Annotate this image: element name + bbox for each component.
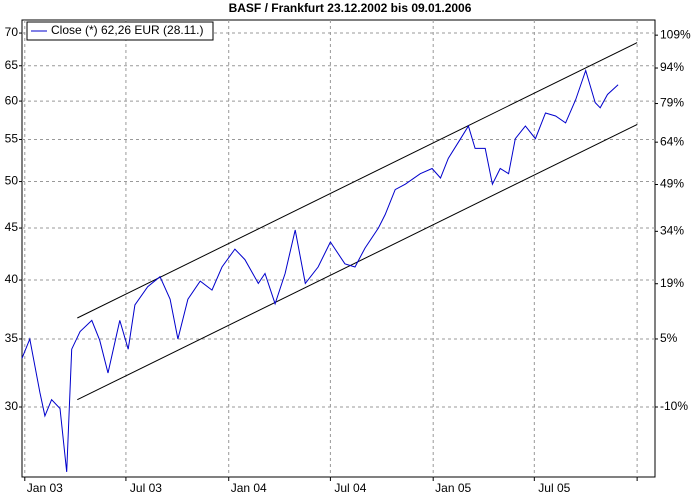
plot-area [21,19,656,478]
y2-tick-label: 64% [660,134,684,148]
y2-tick-label: 79% [660,96,684,110]
y2-tick-label: 5% [660,331,678,345]
x-tick-label: Jul 04 [334,481,366,495]
price-line [21,68,619,472]
x-tick-label: Jan 03 [27,481,63,495]
y2-tick-label: 19% [660,276,684,290]
y2-tick-label: -10% [660,399,688,413]
y-tick-label: 50 [5,174,19,188]
chart-title: BASF / Frankfurt 23.12.2002 bis 09.01.20… [229,1,472,15]
y-tick-label: 70 [5,25,19,39]
y-tick-label: 35 [5,331,19,345]
y2-tick-label: 109% [660,27,691,41]
legend-label: Close (*) 62,26 EUR (28.11.) [51,23,204,37]
y2-tick-label: 94% [660,60,684,74]
legend-box [26,21,214,41]
x-tick-label: Jan 05 [435,481,471,495]
y-tick-label: 55 [5,132,19,146]
y-tick-label: 40 [5,272,19,286]
trend-line [77,42,638,319]
y2-tick-label: 49% [660,177,684,191]
y2-tick-label: 34% [660,224,684,238]
y-tick-label: 65 [5,58,19,72]
x-tick-label: Jul 05 [538,481,570,495]
x-tick-label: Jan 04 [231,481,267,495]
y-tick-label: 45 [5,220,19,234]
y-tick-label: 60 [5,93,19,107]
y-tick-label: 30 [5,399,19,413]
x-tick-label: Jul 03 [130,481,162,495]
